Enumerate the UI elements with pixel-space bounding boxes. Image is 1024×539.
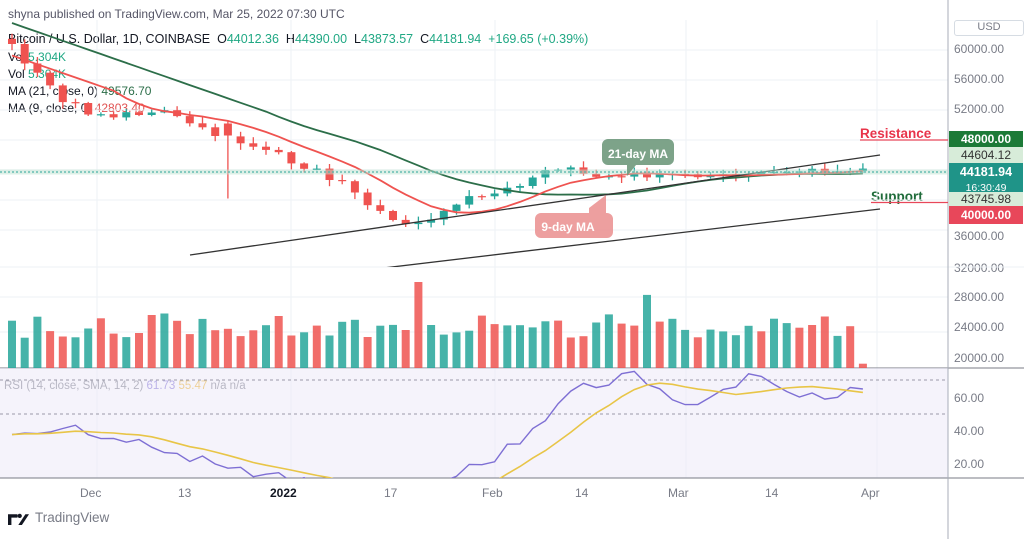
svg-text:21-day MA: 21-day MA (608, 147, 668, 161)
svg-text:9-day MA: 9-day MA (541, 220, 595, 234)
